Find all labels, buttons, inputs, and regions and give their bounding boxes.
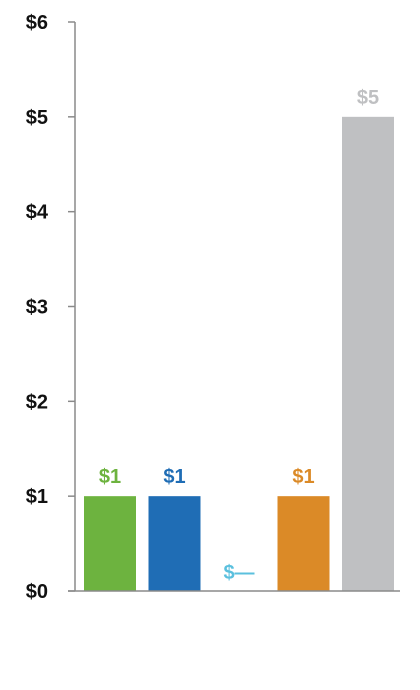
bar: [277, 496, 330, 591]
bar-value-label: $5: [357, 87, 379, 109]
y-tick-label: $6: [26, 12, 48, 34]
bars: [84, 116, 394, 591]
y-tick-label: $0: [26, 581, 48, 603]
bar: [148, 496, 201, 591]
bar-value-label: $1: [163, 466, 185, 488]
bar-value-label: $—: [223, 562, 254, 584]
y-tick-label: $3: [26, 297, 48, 319]
y-tick-label: $1: [26, 486, 48, 508]
bar: [342, 116, 394, 591]
bar: [84, 496, 136, 591]
bar-value-label: $1: [99, 466, 121, 488]
bar-value-label: $1: [292, 466, 314, 488]
y-tick-label: $2: [26, 391, 48, 413]
data-labels: $1 $1 $— $1 $5: [99, 87, 379, 584]
y-axis: $0 $1 $2 $3 $4 $5 $6: [26, 12, 76, 603]
y-tick-label: $5: [26, 107, 48, 129]
y-tick-label: $4: [26, 202, 49, 224]
